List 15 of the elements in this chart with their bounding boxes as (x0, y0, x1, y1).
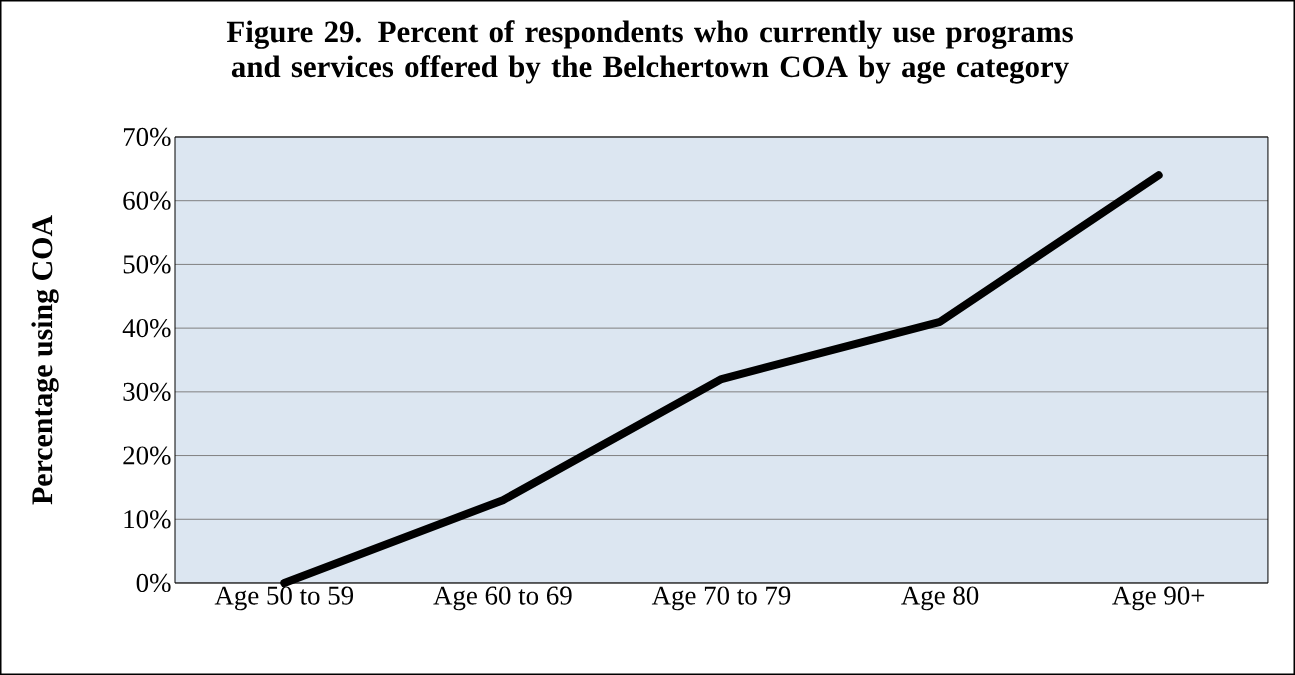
x-tick-label: Age 50 to 59 (214, 586, 354, 611)
y-tick-label: 50% (123, 255, 171, 274)
x-tick-label: Age 70 to 79 (651, 586, 791, 611)
y-tick-label: 60% (123, 191, 171, 210)
x-tick-label: Age 90+ (1112, 586, 1205, 611)
y-tick-label: 0% (136, 573, 171, 593)
x-tick-label: Age 60 to 69 (433, 586, 572, 611)
y-axis-title: Percentage using COA (31, 215, 59, 505)
y-tick-label: 10% (124, 510, 171, 529)
x-tick-label: Age 80 (901, 586, 979, 611)
y-tick-label: 20% (123, 446, 171, 465)
y-tick-label: 70% (123, 127, 171, 147)
chart-title: Figure 29. Percent of respondents who currently use programs and services offered by the Belchertown COA by age category (226, 20, 1073, 84)
y-tick-label: 30% (123, 382, 171, 401)
y-tick-label: 40% (122, 319, 171, 338)
